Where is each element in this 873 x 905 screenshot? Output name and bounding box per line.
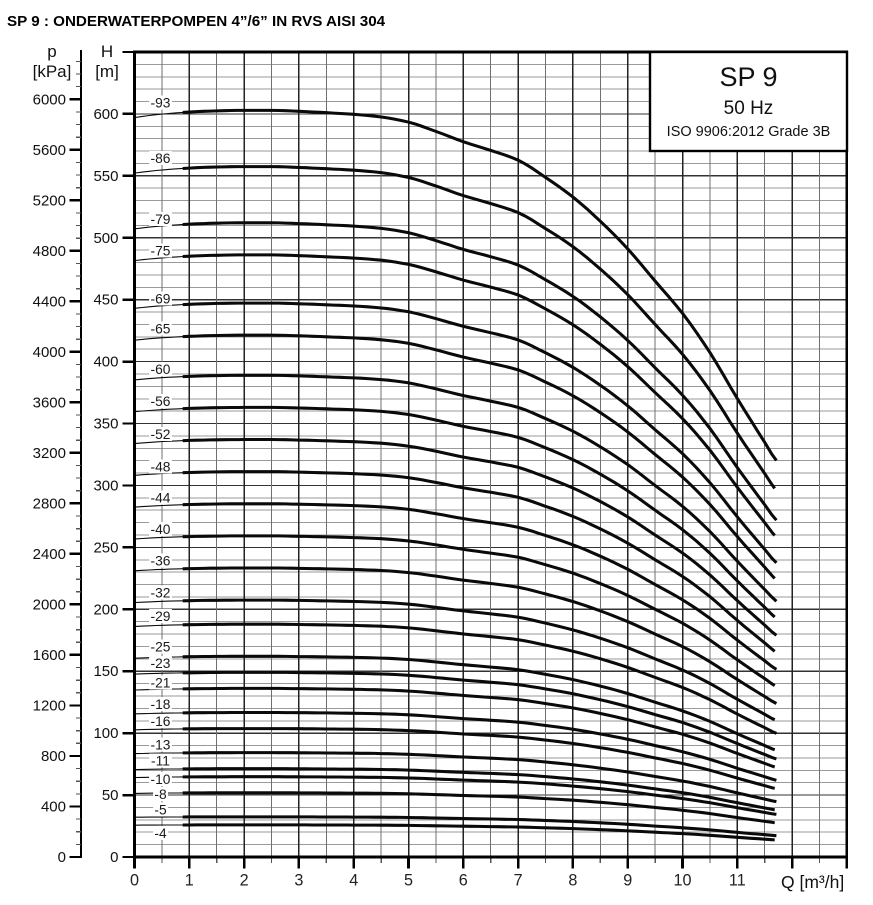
svg-text:6: 6 <box>459 872 468 890</box>
svg-text:H: H <box>101 42 113 61</box>
svg-text:150: 150 <box>93 663 118 680</box>
svg-text:0: 0 <box>110 849 118 866</box>
svg-text:-60: -60 <box>151 362 171 377</box>
svg-text:-44: -44 <box>151 491 171 506</box>
svg-text:-21: -21 <box>151 676 171 691</box>
svg-text:400: 400 <box>41 799 66 816</box>
svg-text:5200: 5200 <box>33 192 66 209</box>
svg-text:2000: 2000 <box>33 596 66 613</box>
svg-text:3: 3 <box>294 872 303 890</box>
svg-text:3200: 3200 <box>33 445 66 462</box>
svg-text:50 Hz: 50 Hz <box>724 98 774 119</box>
svg-text:11: 11 <box>729 872 746 890</box>
svg-text:SP 9: SP 9 <box>719 62 777 92</box>
svg-text:-10: -10 <box>151 772 171 787</box>
svg-text:2400: 2400 <box>33 546 66 563</box>
svg-text:-4: -4 <box>154 826 167 841</box>
svg-text:100: 100 <box>93 725 118 742</box>
svg-text:350: 350 <box>93 416 118 433</box>
svg-text:-65: -65 <box>151 322 171 337</box>
svg-text:0: 0 <box>130 872 139 890</box>
svg-text:1600: 1600 <box>33 647 66 664</box>
svg-text:10: 10 <box>673 872 691 890</box>
svg-text:Q [m³/h]: Q [m³/h] <box>781 872 844 892</box>
svg-text:5: 5 <box>404 872 413 890</box>
svg-text:550: 550 <box>93 168 118 185</box>
svg-text:400: 400 <box>93 354 118 371</box>
svg-text:3600: 3600 <box>33 394 66 411</box>
svg-text:-13: -13 <box>151 738 171 753</box>
svg-text:450: 450 <box>93 292 118 309</box>
svg-text:4: 4 <box>349 872 358 890</box>
svg-text:0: 0 <box>58 849 66 866</box>
svg-text:4000: 4000 <box>33 344 66 361</box>
svg-text:800: 800 <box>41 748 66 765</box>
svg-text:-40: -40 <box>151 522 171 537</box>
svg-text:-5: -5 <box>154 803 167 818</box>
svg-text:-93: -93 <box>151 96 171 111</box>
svg-text:SP 9 : ONDERWATERPOMPEN 4”/6”: SP 9 : ONDERWATERPOMPEN 4”/6” IN RVS AIS… <box>7 13 386 30</box>
svg-text:p: p <box>47 42 56 61</box>
svg-text:-36: -36 <box>151 554 171 569</box>
svg-text:50: 50 <box>102 787 119 804</box>
svg-text:-52: -52 <box>151 427 171 442</box>
svg-text:-48: -48 <box>151 460 171 475</box>
svg-text:-75: -75 <box>151 244 171 259</box>
svg-text:4800: 4800 <box>33 243 66 260</box>
svg-text:6000: 6000 <box>33 91 66 108</box>
svg-text:8: 8 <box>568 872 577 890</box>
svg-text:-69: -69 <box>151 292 171 307</box>
svg-text:-86: -86 <box>151 151 171 166</box>
svg-text:1200: 1200 <box>33 698 66 715</box>
svg-text:ISO 9906:2012 Grade 3B: ISO 9906:2012 Grade 3B <box>667 124 831 140</box>
svg-text:9: 9 <box>623 872 632 890</box>
svg-text:1: 1 <box>185 872 194 890</box>
svg-text:-8: -8 <box>154 787 167 802</box>
svg-text:600: 600 <box>93 106 118 123</box>
svg-text:300: 300 <box>93 478 118 495</box>
svg-text:[kPa]: [kPa] <box>33 62 72 81</box>
svg-text:-16: -16 <box>151 714 171 729</box>
svg-text:250: 250 <box>93 539 118 556</box>
svg-text:-23: -23 <box>151 656 171 671</box>
svg-text:-32: -32 <box>151 586 171 601</box>
svg-text:4400: 4400 <box>33 293 66 310</box>
svg-text:2: 2 <box>240 872 249 890</box>
svg-text:7: 7 <box>514 872 523 890</box>
svg-text:-29: -29 <box>151 609 171 624</box>
svg-text:-79: -79 <box>151 212 171 227</box>
svg-text:-56: -56 <box>151 394 171 409</box>
svg-text:-11: -11 <box>151 754 170 769</box>
svg-text:[m]: [m] <box>95 62 119 81</box>
svg-text:200: 200 <box>93 601 118 618</box>
svg-text:2800: 2800 <box>33 495 66 512</box>
svg-text:500: 500 <box>93 230 118 247</box>
svg-text:-18: -18 <box>151 697 171 712</box>
svg-text:-25: -25 <box>151 640 171 655</box>
svg-text:5600: 5600 <box>33 142 66 159</box>
